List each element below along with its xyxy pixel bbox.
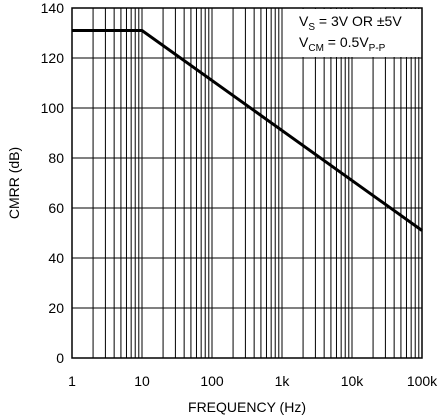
- grid: [72, 8, 422, 358]
- y-tick-label: 0: [56, 350, 64, 366]
- x-tick-label: 10k: [341, 373, 365, 389]
- y-tick-label: 120: [41, 50, 65, 66]
- annotation-supply-voltage: VS = 3V OR ±5V: [299, 13, 402, 33]
- annotation-background: [296, 9, 421, 57]
- x-tick-label: 100: [200, 373, 224, 389]
- annotation-common-mode-voltage: VCM = 0.5VP-P: [299, 34, 386, 54]
- x-tick-label: 1: [68, 373, 76, 389]
- x-tick-labels: 1 10 100 1k 10k 100k: [68, 373, 438, 389]
- y-tick-label: 60: [48, 200, 64, 216]
- x-tick-label: 1k: [275, 373, 291, 389]
- y-tick-labels: 0 20 40 60 80 100 120 140: [41, 0, 65, 366]
- cmrr-series-line: [72, 29, 423, 232]
- x-axis-title: FREQUENCY (Hz): [188, 399, 306, 415]
- plot-frame: [71, 7, 423, 359]
- y-tick-label: 140: [41, 0, 65, 16]
- y-tick-label: 40: [48, 250, 64, 266]
- x-tick-label: 100k: [407, 373, 438, 389]
- y-tick-label: 80: [48, 150, 64, 166]
- y-tick-label: 20: [48, 300, 64, 316]
- series-layer: [72, 29, 423, 232]
- y-axis-title: CMRR (dB): [6, 147, 22, 219]
- x-tick-label: 10: [134, 373, 150, 389]
- y-tick-label: 100: [41, 100, 65, 116]
